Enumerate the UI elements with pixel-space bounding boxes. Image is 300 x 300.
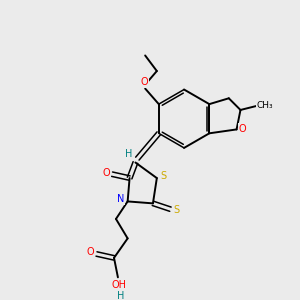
Text: H: H	[117, 291, 124, 300]
Text: O: O	[87, 247, 94, 257]
Text: O: O	[102, 168, 110, 178]
Text: O: O	[140, 77, 148, 87]
Text: S: S	[173, 205, 179, 215]
Text: N: N	[117, 194, 124, 205]
Text: OH: OH	[111, 280, 126, 290]
Text: H: H	[125, 149, 132, 159]
Text: O: O	[238, 124, 246, 134]
Text: CH₃: CH₃	[256, 100, 273, 109]
Text: S: S	[160, 171, 167, 181]
